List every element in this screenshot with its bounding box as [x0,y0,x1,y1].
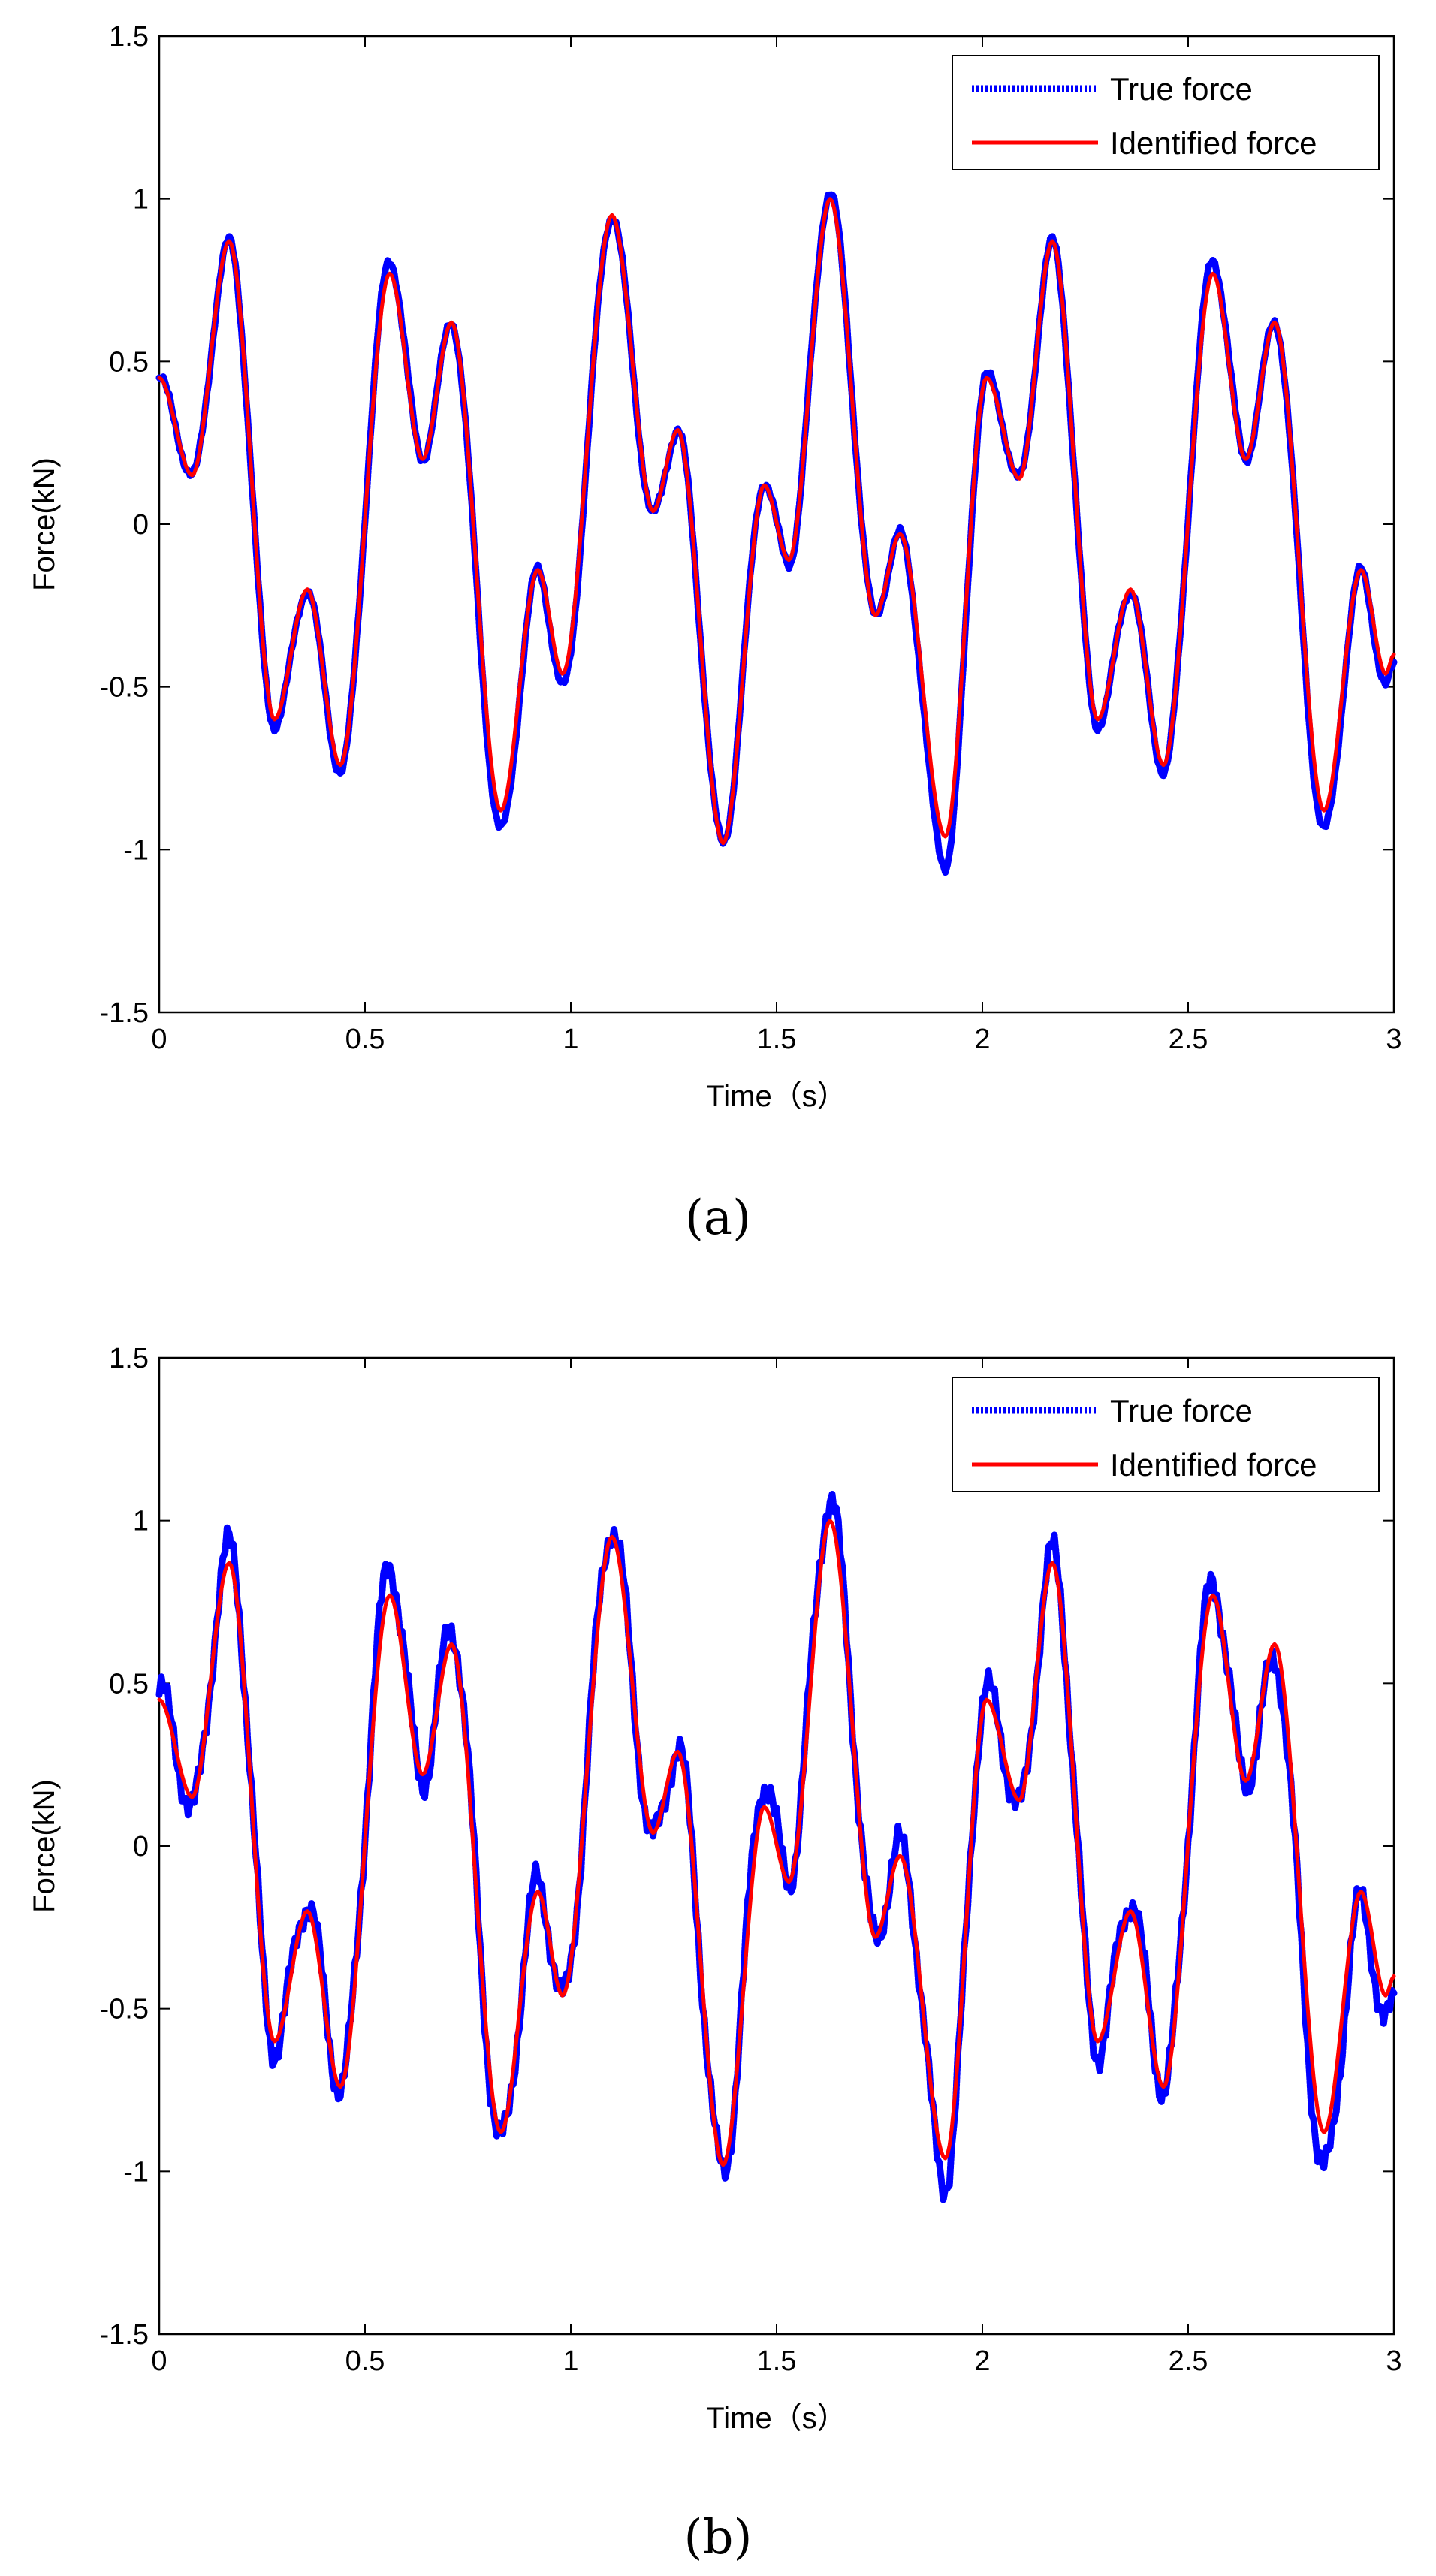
x-tick-label: 2.5 [1169,1024,1208,1055]
y-tick-label: -1.5 [100,997,149,1029]
legend-box [952,55,1380,170]
chart-panel-a: 0 0.5 1 1.5 2 2.5 3 -1.5 -1 -0.5 0 0.5 1 1.5 Time（s）… [28,21,1402,1246]
x-tick-label: 2 [974,2345,990,2377]
legend-identified-force-label: Identified force [1110,1447,1317,1483]
x-axis-label: Time（s） [706,2402,846,2435]
x-tick-label: 0 [151,1024,167,1055]
x-tick-label: 1 [563,1024,578,1055]
x-tick-label: 0.5 [345,2345,385,2377]
y-axis-label: Force(kN) [28,457,61,591]
x-tick-label: 2.5 [1169,2345,1208,2377]
y-tick-label: 1.5 [109,1343,149,1374]
y-axis-label: Force(kN) [28,1779,61,1913]
caption-b: (b) [684,2510,753,2565]
y-tick-label: 1 [133,184,149,216]
y-axis: -1.5 -1 -0.5 0 0.5 1 1.5 [100,21,1394,1029]
x-tick-label: 3 [1386,2345,1401,2377]
x-tick-label: 0 [151,2345,167,2377]
series-layer [155,191,1398,876]
legend: True force Identified force [952,55,1380,170]
x-tick-label: 0.5 [345,1024,385,1055]
x-axis: 0 0.5 1 1.5 2 2.5 3 [151,1358,1402,2377]
y-tick-label: -1 [123,2156,149,2188]
y-tick-label: 0.5 [109,346,149,378]
identified-force-line [157,197,1396,846]
y-tick-label: -0.5 [100,1994,149,2026]
caption-a: (a) [685,1190,751,1246]
x-tick-label: 1.5 [757,1024,797,1055]
x-tick-label: 1 [563,2345,578,2377]
legend-identified-force-label: Identified force [1110,125,1317,161]
y-tick-label: 1.5 [109,21,149,53]
legend-true-force-label: True force [1110,1393,1253,1428]
x-axis: 0 0.5 1 1.5 2 2.5 3 [151,36,1402,1055]
legend: True force Identified force [952,1377,1380,1492]
chart-panel-b: 0 0.5 1 1.5 2 2.5 3 -1.5 -1 -0.5 0 0.5 1 1.5 Time（s）… [28,1343,1402,2565]
y-tick-label: -1.5 [100,2319,149,2351]
y-tick-label: 1 [133,1506,149,1537]
y-tick-label: 0 [133,509,149,541]
x-tick-label: 3 [1386,1024,1401,1055]
x-tick-label: 1.5 [757,2345,797,2377]
legend-box [952,1377,1380,1492]
series-layer [155,1491,1398,2204]
y-tick-label: -0.5 [100,672,149,704]
legend-true-force-label: True force [1110,71,1253,107]
x-axis-label: Time（s） [706,1080,846,1113]
y-tick-label: -1 [123,834,149,866]
x-tick-label: 2 [974,1024,990,1055]
y-tick-label: 0 [133,1831,149,1863]
identified-force-line [157,1519,1396,2167]
y-tick-label: 0.5 [109,1668,149,1700]
y-axis: -1.5 -1 -0.5 0 0.5 1 1.5 [100,1343,1394,2351]
